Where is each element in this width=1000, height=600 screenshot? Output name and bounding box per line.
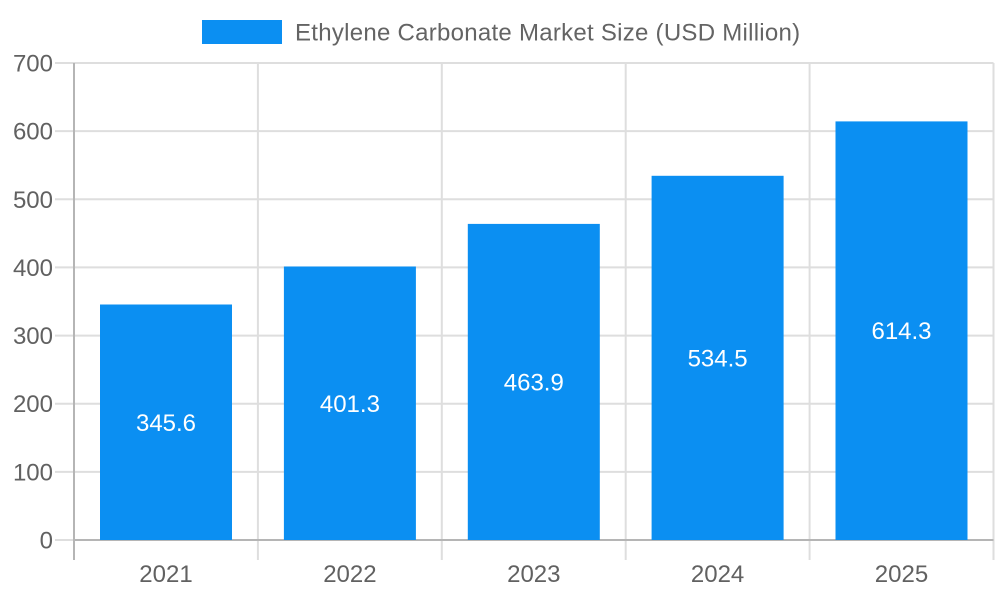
svg-text:463.9: 463.9 [504, 370, 564, 397]
svg-text:2025: 2025 [875, 561, 928, 588]
svg-text:345.6: 345.6 [136, 410, 196, 437]
svg-text:401.3: 401.3 [320, 391, 380, 418]
svg-text:400: 400 [13, 255, 53, 282]
svg-text:600: 600 [13, 119, 53, 146]
svg-text:700: 700 [13, 51, 53, 78]
svg-text:300: 300 [13, 323, 53, 350]
svg-text:500: 500 [13, 187, 53, 214]
svg-text:614.3: 614.3 [871, 318, 931, 345]
svg-text:2021: 2021 [139, 561, 192, 588]
svg-text:2024: 2024 [691, 561, 744, 588]
svg-text:2022: 2022 [323, 561, 376, 588]
svg-text:534.5: 534.5 [688, 345, 748, 372]
svg-text:0: 0 [40, 528, 53, 555]
svg-text:100: 100 [13, 459, 53, 486]
svg-text:Ethylene Carbonate Market Size: Ethylene Carbonate Market Size (USD Mill… [295, 20, 800, 47]
svg-text:2023: 2023 [507, 561, 560, 588]
svg-text:200: 200 [13, 391, 53, 418]
